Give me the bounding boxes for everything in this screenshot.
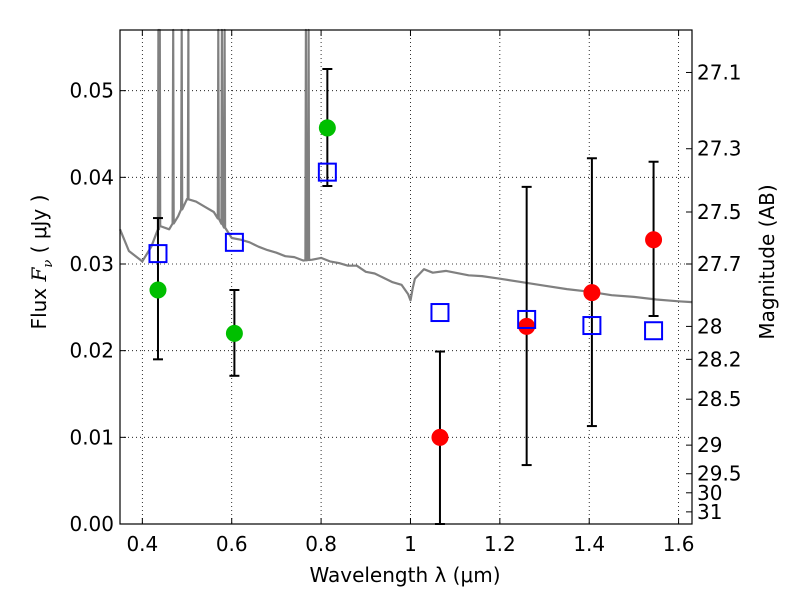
data-point <box>149 281 167 299</box>
model-point <box>430 303 450 323</box>
model-point <box>644 321 664 341</box>
data-point <box>431 428 449 446</box>
y2-tick-label: 27.7 <box>697 252 742 276</box>
spectrum-line <box>118 28 693 304</box>
data-point <box>318 119 336 137</box>
x-tick-label: 0.4 <box>126 532 158 556</box>
tick-labels: 0.4 0.6 0.8 1 1.2 1.4 1.6 0.00 0.01 0.02 0.03 0.04 0… <box>69 60 741 556</box>
y-tick-label: 0.05 <box>69 79 114 103</box>
y2-tick-label: 31 <box>697 500 722 524</box>
y2-tick-label: 28.5 <box>697 387 742 411</box>
model-point <box>317 162 337 182</box>
x-tick-label: 1.2 <box>484 532 516 556</box>
y-tick-label: 0.00 <box>69 512 114 536</box>
model-point <box>582 316 602 336</box>
y2-tick-label: 29.5 <box>697 462 742 486</box>
data-markers <box>148 119 664 446</box>
y2-tick-label: 28 <box>697 314 722 338</box>
axis-ticks <box>120 30 692 525</box>
x-tick-label: 1.4 <box>573 532 605 556</box>
error-bars <box>152 68 659 525</box>
y2-tick-label: 29 <box>697 433 722 457</box>
y-tick-label: 0.03 <box>69 252 114 276</box>
x-tick-label: 1.6 <box>663 532 695 556</box>
y2-tick-label: 27.3 <box>697 137 742 161</box>
plot-frame <box>119 29 693 525</box>
x-axis-label: Wavelength λ (μm) <box>309 563 500 587</box>
x-tick-label: 1 <box>404 532 417 556</box>
model-point <box>224 232 244 252</box>
y-axis-label: Flux Fν ( μJy ) <box>27 195 56 330</box>
y2-tick-label: 27.1 <box>697 60 742 84</box>
data-point <box>518 317 536 335</box>
grid-lines <box>120 30 692 524</box>
y-tick-label: 0.04 <box>69 165 114 189</box>
data-point <box>645 231 663 249</box>
y-tick-label: 0.01 <box>69 425 114 449</box>
model-point <box>517 309 537 329</box>
data-point <box>225 324 243 342</box>
x-tick-label: 0.8 <box>305 532 337 556</box>
y-tick-label: 0.02 <box>69 339 114 363</box>
y2-axis-label: Magnitude (AB) <box>755 184 779 339</box>
model-point <box>148 244 168 264</box>
y2-tick-label: 28.2 <box>697 347 742 371</box>
x-tick-label: 0.6 <box>216 532 248 556</box>
y2-tick-label: 30 <box>697 481 722 505</box>
model-spectrum <box>118 28 693 304</box>
data-point <box>583 284 601 302</box>
y2-tick-label: 27.5 <box>697 200 742 224</box>
